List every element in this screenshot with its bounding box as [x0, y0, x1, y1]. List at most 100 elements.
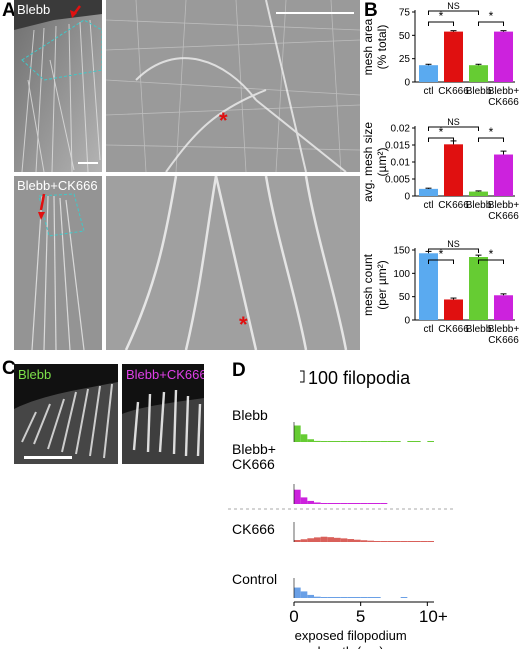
histogram-bar [354, 597, 361, 598]
histogram-4: Control [232, 571, 408, 598]
y-tick-label: 0 [404, 192, 410, 203]
histogram-bar [334, 503, 341, 504]
histogram-bar [327, 441, 334, 442]
x-tick-label: ctl [424, 324, 434, 335]
panel-letter-b: B [364, 0, 378, 21]
histogram-bar [367, 540, 374, 542]
significance-bracket [478, 137, 504, 142]
y-tick-label: 0 [404, 78, 410, 89]
histogram-bar [307, 439, 314, 442]
histogram-series-label: CK666 [232, 456, 275, 472]
bar [419, 188, 438, 196]
significance-label: * [489, 247, 494, 261]
histogram-bar [400, 541, 408, 542]
histogram-bar [314, 440, 321, 442]
bar [419, 65, 438, 82]
bar [494, 31, 513, 83]
histogram-bar [314, 596, 321, 598]
histogram-series-label: CK666 [232, 521, 275, 537]
em-image-blebb-ck666-zoom: * [106, 176, 360, 350]
bar-chart-1: mesh area (% total) 0 25 50 75 ctl CK666BlebbBl… [362, 1, 519, 108]
histogram-bar [367, 441, 374, 442]
y-tick-label: 0.01 [391, 158, 411, 169]
histogram-bar [320, 597, 328, 598]
y-axis-label: mesh count [362, 253, 375, 316]
significance-label: NS [447, 1, 460, 11]
histogram-bar [407, 541, 414, 542]
y-axis-label: mesh area [362, 18, 375, 75]
histogram-bar [367, 597, 374, 598]
histogram-bar [360, 441, 368, 442]
bar [469, 191, 488, 196]
histogram-scale-bar-label: 100 filopodia [308, 368, 411, 388]
x-tick-label: Blebb+ [488, 86, 520, 97]
y-tick-label: 100 [393, 269, 410, 280]
y-axis-label-unit: (µm²) [375, 148, 389, 177]
histogram-series-label: Blebb [232, 407, 268, 423]
histogram-3: CK666 [232, 521, 434, 542]
histogram-bar [314, 502, 321, 504]
histogram-bar [307, 500, 314, 504]
x-tick-label: CK666 [488, 211, 519, 222]
panel-letter-a: A [2, 0, 16, 21]
em-label-blebb-ck666: Blebb+CK666 [17, 178, 98, 193]
histogram-bar [354, 441, 361, 442]
em-image-blebb-ck666-overview: Blebb+CK666 [14, 176, 102, 350]
histogram-bar [414, 541, 421, 542]
fluor-label-blebb: Blebb [18, 367, 52, 382]
histogram-bar [320, 536, 328, 542]
x-tick-label: 0 [289, 607, 298, 626]
histogram-bar [340, 538, 348, 542]
significance-bracket [428, 137, 454, 142]
histogram-bar [360, 540, 368, 542]
histogram-2: Blebb+CK666 [232, 441, 388, 504]
fluor-image-blebb: Blebb [14, 364, 118, 464]
y-tick-label: 50 [399, 31, 411, 42]
fluor-image-blebb-ck666: Blebb+CK666 [122, 364, 204, 464]
significance-label: * [439, 247, 444, 261]
histogram-bar [334, 537, 341, 542]
histogram-bar [300, 497, 308, 504]
x-tick-label: CK666 [488, 335, 519, 346]
histogram-bar [374, 503, 381, 504]
significance-bracket [428, 126, 479, 131]
histogram-scale-bar [300, 370, 305, 383]
bar [444, 31, 463, 83]
asterisk-bottom: * [239, 312, 248, 337]
histogram-bar [307, 538, 314, 542]
x-tick-label: Blebb+ [488, 200, 520, 211]
em-image-blebb-overview: Blebb [14, 0, 102, 172]
x-axis-label-unit: length (µm) [318, 644, 384, 649]
bar [469, 65, 488, 82]
histogram-bar [334, 597, 341, 598]
histogram-bar [420, 541, 428, 542]
y-tick-label: 25 [399, 54, 411, 65]
histogram-bar [374, 597, 381, 598]
y-tick-label: 0.005 [385, 175, 410, 186]
em-label-blebb: Blebb [17, 2, 51, 17]
x-tick-label: Blebb [466, 200, 492, 211]
histogram-bar [300, 539, 308, 542]
significance-bracket [428, 21, 454, 26]
histogram-bar [347, 597, 354, 598]
bar [419, 253, 438, 320]
histogram-bar [327, 537, 334, 542]
histogram-bar [294, 489, 301, 504]
y-tick-label: 0 [404, 316, 410, 327]
x-tick-label: CK666 [438, 86, 469, 97]
histogram-bar [347, 539, 354, 542]
x-tick-label: ctl [424, 200, 434, 211]
histogram-bar [347, 441, 354, 442]
histogram-bar [334, 441, 341, 442]
significance-label: * [439, 9, 444, 23]
histogram-bar [367, 503, 374, 504]
histogram-bar [374, 541, 381, 542]
panel-letter-c: C [2, 358, 16, 379]
bar [494, 154, 513, 196]
y-tick-label: 0.02 [391, 124, 411, 135]
significance-label: NS [447, 239, 460, 249]
y-tick-label: 0.015 [385, 141, 410, 152]
significance-bracket [428, 248, 479, 253]
